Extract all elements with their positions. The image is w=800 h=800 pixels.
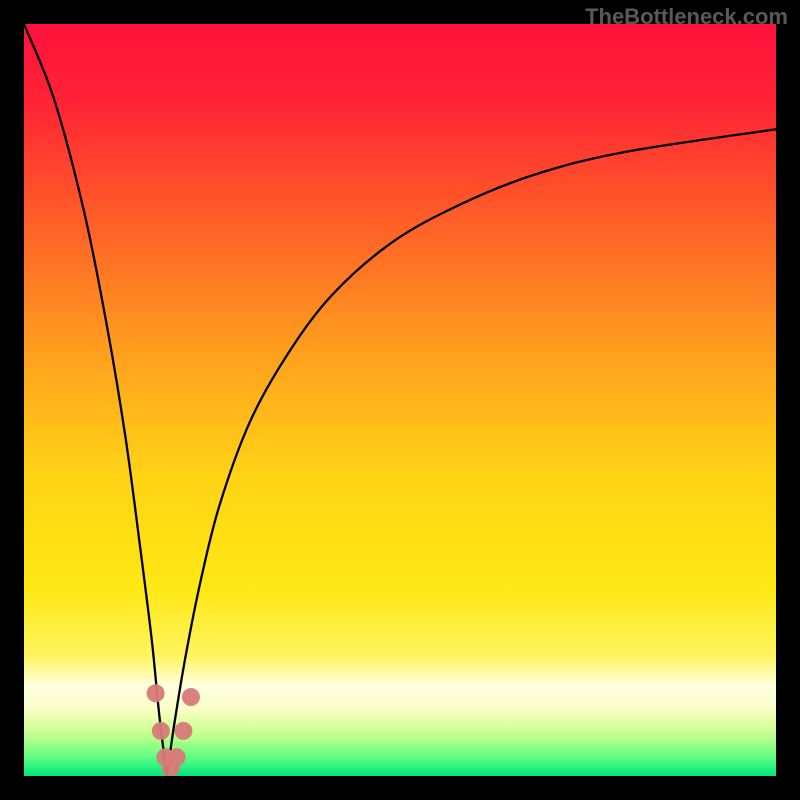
bottleneck-chart (0, 0, 800, 800)
chart-container: TheBottleneck.com (0, 0, 800, 800)
plot-background (24, 24, 776, 776)
marker-dot (174, 722, 192, 740)
marker-dot (168, 748, 186, 766)
marker-dot (182, 688, 200, 706)
marker-dot (152, 722, 170, 740)
watermark-text: TheBottleneck.com (585, 4, 788, 30)
marker-dot (147, 684, 165, 702)
